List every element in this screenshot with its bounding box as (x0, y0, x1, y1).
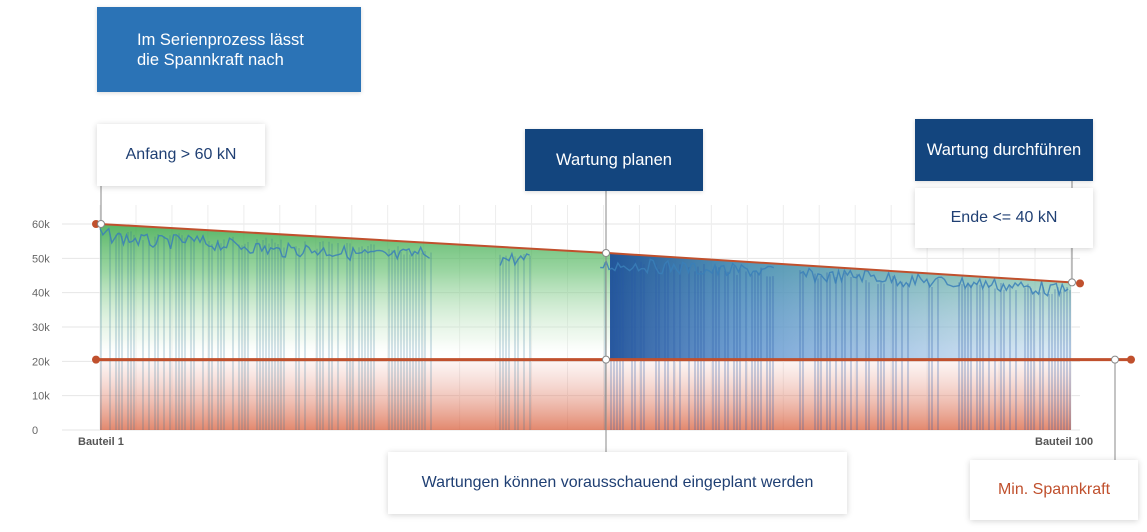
end-callout: Ende <= 40 kN (915, 188, 1093, 248)
predictive-maintenance-callout: Wartungen können vorausschauend eingepla… (388, 452, 847, 514)
y-tick-label: 50k (32, 253, 50, 265)
axis-ticks: 0 10k 20k 30k 40k 50k 60k Bauteil 1 Bauteil 100 (32, 219, 1093, 448)
area-below-threshold (100, 359, 1071, 430)
perform-maintenance-callout: Wartung durchführen (915, 119, 1093, 181)
y-tick-label: 20k (32, 356, 50, 368)
start-callout: Anfang > 60 kN (97, 124, 265, 186)
min-force-callout: Min. Spannkraft (970, 460, 1138, 520)
callout-connectors (97, 181, 1119, 460)
connector-dot-plan (602, 248, 610, 257)
trend-line (99, 223, 1072, 284)
y-tick-label: 0 (32, 425, 38, 437)
signal-series-line (99, 227, 1069, 298)
connector-dot-min (1111, 355, 1119, 364)
connector-dot-plan-threshold (602, 355, 610, 364)
header-callout: Im Serienprozess lässt die Spannkraft na… (97, 7, 361, 92)
y-tick-label: 40k (32, 288, 50, 300)
x-tick-label-first: Bauteil 1 (78, 436, 124, 448)
connector-dot-end (1068, 278, 1076, 287)
y-tick-label: 10k (32, 391, 50, 403)
y-tick-label: 60k (32, 219, 50, 231)
trend-end-dot (1076, 279, 1084, 288)
y-tick-label: 30k (32, 322, 50, 334)
area-maintenance-window (610, 253, 1071, 360)
data-area (100, 224, 1071, 430)
connector-dot-start (97, 220, 105, 228)
reference-lines (92, 220, 1135, 364)
x-tick-label-last: Bauteil 100 (1035, 436, 1093, 448)
plan-maintenance-callout: Wartung planen (525, 129, 703, 191)
min-force-start-dot (92, 355, 100, 364)
min-force-end-dot (1127, 355, 1135, 364)
signal-line (99, 227, 1069, 298)
